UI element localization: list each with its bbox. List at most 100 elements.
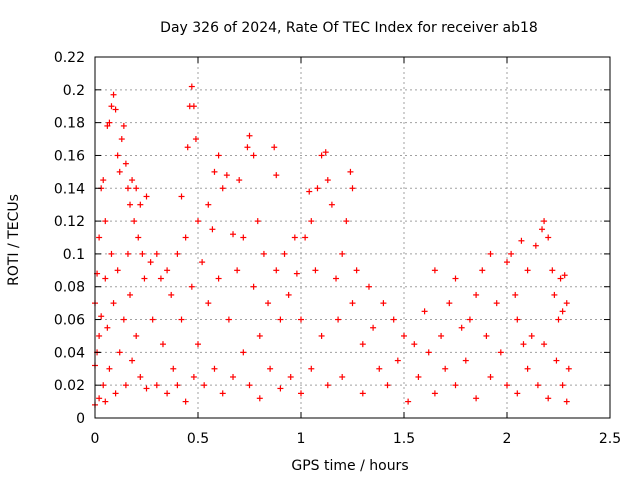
data-point (462, 357, 469, 364)
data-point (504, 259, 510, 266)
data-point (551, 291, 558, 298)
data-point (365, 283, 372, 290)
data-point (225, 316, 232, 323)
data-point (518, 237, 525, 244)
data-point (380, 300, 387, 307)
data-point (137, 201, 144, 208)
data-point (201, 382, 208, 389)
data-point (164, 267, 171, 274)
data-point (219, 390, 226, 397)
data-point (254, 218, 261, 225)
data-point (563, 300, 570, 307)
grid-lines (95, 57, 610, 418)
data-point (497, 349, 504, 356)
y-tick-label: 0.08 (54, 280, 85, 296)
data-point (122, 382, 129, 389)
data-point (493, 300, 500, 307)
data-point (483, 332, 490, 339)
data-point (281, 250, 288, 257)
x-axis-title: GPS time / hours (291, 458, 408, 474)
data-point (318, 332, 325, 339)
data-point (129, 357, 136, 364)
data-point (487, 373, 494, 380)
data-point (302, 234, 309, 241)
x-tick-label: 2.5 (599, 431, 621, 447)
axis-ticks: 0 0.02 0.04 0.06 0.08 0.1 0.12 0.14 0.16 0.18 0.2 0… (54, 50, 621, 447)
y-axis-title: ROTI / TECUs (6, 194, 22, 286)
data-point (541, 218, 548, 225)
data-point (545, 234, 552, 241)
data-point (359, 390, 366, 397)
data-point (153, 382, 160, 389)
data-point (534, 382, 541, 389)
plot-frame (94, 56, 611, 419)
data-point (96, 332, 103, 339)
data-point (219, 185, 226, 192)
data-point (539, 226, 546, 233)
data-point (565, 365, 572, 372)
data-point (124, 250, 131, 257)
data-point (96, 234, 103, 241)
data-point (446, 300, 453, 307)
data-point (250, 152, 257, 159)
data-point (559, 308, 566, 315)
data-point (234, 267, 241, 274)
data-point (411, 341, 418, 348)
data-point (452, 382, 459, 389)
data-point (240, 234, 247, 241)
data-point (273, 267, 280, 274)
data-point (343, 218, 350, 225)
data-point (487, 250, 494, 257)
data-point (273, 172, 280, 179)
data-point (514, 316, 521, 323)
data-point (452, 275, 459, 282)
data-point (277, 385, 284, 392)
data-point (267, 365, 274, 372)
y-tick-label: 0.22 (54, 50, 85, 66)
chart-title: Day 326 of 2024, Rate Of TEC Index for r… (160, 20, 538, 36)
data-point (100, 177, 107, 184)
y-tick-label: 0.2 (63, 83, 85, 99)
data-point (211, 168, 218, 175)
data-point (195, 218, 201, 225)
data-point (178, 193, 185, 200)
data-point (265, 300, 272, 307)
data-point (170, 365, 177, 372)
data-point (504, 382, 510, 389)
data-point (514, 390, 521, 397)
data-point (240, 349, 247, 356)
y-tick-label: 0.12 (54, 214, 85, 230)
data-point (277, 316, 284, 323)
data-point (473, 291, 480, 298)
data-point (473, 395, 480, 402)
y-tick-label: 0.1 (63, 247, 85, 263)
y-tick-label: 0.04 (54, 345, 85, 361)
data-point (298, 316, 304, 323)
data-point (324, 177, 331, 184)
data-point (195, 341, 201, 348)
data-point (244, 144, 251, 151)
data-point (405, 398, 412, 405)
data-point (122, 160, 129, 167)
data-point (98, 313, 105, 320)
data-point (211, 365, 218, 372)
data-point (256, 332, 263, 339)
data-point (442, 365, 449, 372)
data-point (561, 272, 568, 279)
data-point (466, 316, 473, 323)
data-point (118, 136, 125, 143)
data-point (563, 398, 570, 405)
data-point (114, 267, 121, 274)
data-point (135, 234, 142, 241)
y-tick-label: 0.02 (54, 378, 85, 394)
data-point (153, 250, 160, 257)
data-point (116, 349, 123, 356)
x-tick-label: 0.5 (187, 431, 209, 447)
data-point (555, 316, 562, 323)
data-point (512, 291, 519, 298)
data-point (106, 365, 113, 372)
data-point (127, 291, 134, 298)
data-point (120, 122, 127, 129)
data-point (230, 231, 237, 238)
